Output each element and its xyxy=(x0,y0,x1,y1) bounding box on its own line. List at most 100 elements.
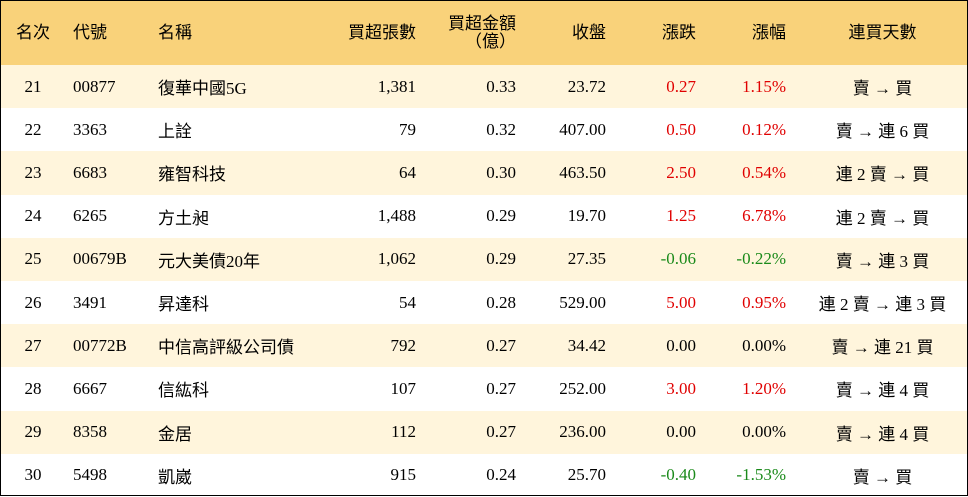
table-cell: 2.50 xyxy=(666,162,696,182)
table-cell: 雍智科技 xyxy=(158,165,226,185)
table-cell: 23.72 xyxy=(567,76,606,96)
table-cell: 0.33 xyxy=(486,76,516,96)
header-cell: 漲跌 xyxy=(618,1,708,65)
table-cell: 賣 → 連 3 買 xyxy=(835,251,930,271)
header-cell: 代號 xyxy=(65,1,150,65)
table-cell: 3.00 xyxy=(666,378,696,398)
table-cell: 0.27 xyxy=(486,335,516,355)
table-cell: 昇達科 xyxy=(158,295,209,315)
header-cell: 收盤 xyxy=(528,1,618,65)
header-cell: 買超張數 xyxy=(330,1,428,65)
table-cell: 賣 → 連 4 買 xyxy=(835,424,930,444)
table-cell: 25 xyxy=(24,249,42,269)
table-cell: 26 xyxy=(24,292,42,312)
table-cell: 金居 xyxy=(158,424,192,444)
table-cell: 賣 → 買 xyxy=(852,467,913,487)
table-cell: 00679B xyxy=(73,249,127,269)
table-cell: 0.00% xyxy=(742,422,786,442)
table-cell: 0.27 xyxy=(486,422,516,442)
header-row: 名次 代號 名稱 買超張數 買超金額 （億） 收盤 漲跌 漲幅 連買天數 xyxy=(1,1,967,65)
table-cell: 1,381 xyxy=(377,76,416,96)
table-cell: 0.28 xyxy=(486,292,516,312)
table-row: 22 3363 上詮 79 0.32 407.00 0.50 0.12% 賣 → 連 6 買 xyxy=(1,108,967,151)
table-cell: 連 2 賣 → 買 xyxy=(835,165,930,185)
table-cell: 0.29 xyxy=(486,249,516,269)
table-cell: 28 xyxy=(24,378,42,398)
table-cell: 64 xyxy=(399,162,416,182)
table-cell: 107 xyxy=(390,378,417,398)
table-row: 30 5498 凱崴 915 0.24 25.70 -0.40 -1.53% 賣 → 買 xyxy=(1,454,967,497)
table-cell: 方土昶 xyxy=(158,208,209,228)
table-cell: 407.00 xyxy=(559,119,606,139)
table-cell: 賣 → 連 21 買 xyxy=(831,338,934,358)
header-cell: 買超金額 （億） xyxy=(428,1,528,65)
table-cell: 6.78% xyxy=(742,206,786,226)
table-cell: 29 xyxy=(24,422,42,442)
table-cell: -1.53% xyxy=(736,465,786,485)
header-cell: 名次 xyxy=(1,1,65,65)
table-cell: 24 xyxy=(24,206,42,226)
table-row: 21 00877 復華中國5G 1,381 0.33 23.72 0.27 1.15% 賣 → … xyxy=(1,65,967,109)
table-cell: 6683 xyxy=(73,162,107,182)
table-cell: 中信高評級公司債 xyxy=(158,338,294,358)
table-cell: 凱崴 xyxy=(158,467,192,487)
table-cell: 0.95% xyxy=(742,292,786,312)
table-cell: 上詮 xyxy=(158,122,192,142)
table-cell: 23 xyxy=(24,162,42,182)
table-cell: 1,062 xyxy=(377,249,416,269)
table-cell: 22 xyxy=(24,119,42,139)
table-cell: 0.12% xyxy=(742,119,786,139)
table-cell: 00772B xyxy=(73,335,127,355)
table-cell: 34.42 xyxy=(567,335,606,355)
table-cell: 112 xyxy=(391,422,416,442)
header-cell: 連買天數 xyxy=(798,1,967,65)
header-cell: 漲幅 xyxy=(708,1,798,65)
table-cell: 元大美債20年 xyxy=(158,251,260,271)
table-cell: 1.25 xyxy=(666,206,696,226)
table-cell: 25.70 xyxy=(567,465,606,485)
table-cell: 252.00 xyxy=(559,378,606,398)
table-cell: -0.40 xyxy=(660,465,696,485)
table-body: 21 00877 復華中國5G 1,381 0.33 23.72 0.27 1.15% 賣 → … xyxy=(1,65,967,497)
table-cell: 連 2 賣 → 連 3 買 xyxy=(818,295,947,315)
table-cell: 54 xyxy=(399,292,416,312)
table-cell: 0.29 xyxy=(486,206,516,226)
table-cell: 3491 xyxy=(73,292,107,312)
table-row: 27 00772B 中信高評級公司債 792 0.27 34.42 0.00 0.00% 賣 →… xyxy=(1,324,967,368)
table-row: 25 00679B 元大美債20年 1,062 0.29 27.35 -0.06 -0.22%… xyxy=(1,237,967,281)
table-cell: 0.00% xyxy=(742,335,786,355)
table-cell: 529.00 xyxy=(559,292,606,312)
table-cell: 21 xyxy=(24,76,42,96)
table-cell: 1,488 xyxy=(377,206,416,226)
table-cell: 30 xyxy=(24,465,42,485)
table-cell: 0.24 xyxy=(486,465,516,485)
table-cell: 賣 → 買 xyxy=(852,79,913,99)
table-cell: 6667 xyxy=(73,378,107,398)
table-cell: 復華中國5G xyxy=(158,79,247,99)
table-row: 29 8358 金居 112 0.27 236.00 0.00 0.00% 賣 → 連 4 買 xyxy=(1,410,967,454)
table-cell: 0.32 xyxy=(486,119,516,139)
table-cell: 0.27 xyxy=(486,378,516,398)
table-cell: 0.00 xyxy=(666,422,696,442)
table-cell: 792 xyxy=(390,335,417,355)
table-cell: 1.15% xyxy=(742,76,786,96)
table-cell: 賣 → 連 6 買 xyxy=(835,122,930,142)
table-cell: 8358 xyxy=(73,422,107,442)
table-cell: 236.00 xyxy=(559,422,606,442)
table-row: 28 6667 信紘科 107 0.27 252.00 3.00 1.20% 賣 → 連 4 買 xyxy=(1,367,967,410)
table-cell: 27 xyxy=(24,335,42,355)
table-cell: 賣 → 連 4 買 xyxy=(835,381,930,401)
header-cell: 名稱 xyxy=(150,1,330,65)
table-cell: 915 xyxy=(390,465,417,485)
table-cell: 79 xyxy=(399,119,416,139)
table-row: 26 3491 昇達科 54 0.28 529.00 5.00 0.95% 連 2 賣 → 連 … xyxy=(1,281,967,324)
table-cell: -0.06 xyxy=(660,249,696,269)
table-cell: 0.54% xyxy=(742,162,786,182)
table-cell: 27.35 xyxy=(567,249,606,269)
table-cell: 3363 xyxy=(73,119,107,139)
table-cell: 1.20% xyxy=(742,378,786,398)
table-cell: 6265 xyxy=(73,206,107,226)
table-cell: 19.70 xyxy=(567,206,606,226)
